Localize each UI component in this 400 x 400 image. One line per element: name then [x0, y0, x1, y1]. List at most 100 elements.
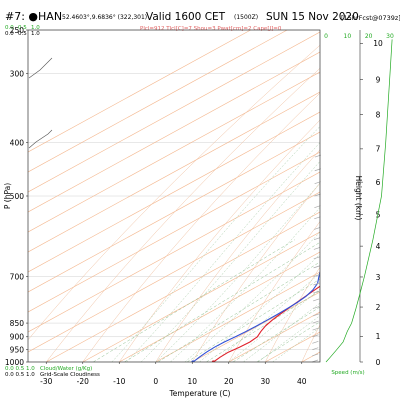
dry-adiabat--40	[28, 44, 320, 341]
moist-adiabat-12	[199, 253, 320, 362]
moist-adiabat-24	[243, 302, 320, 362]
p-tick-500: 500	[10, 192, 25, 201]
isotherm--140	[28, 30, 251, 153]
isotherm--30	[46, 211, 320, 362]
wind-profile	[311, 154, 321, 363]
isotherm--110	[28, 51, 320, 213]
isotherm--60	[28, 151, 320, 313]
isotherm-50	[338, 30, 400, 362]
isotherm--10	[119, 251, 320, 362]
height-tick-3: 3	[376, 273, 381, 282]
isotherm--70	[28, 131, 320, 293]
mixing-ratio-16	[232, 306, 320, 362]
height-tick-9: 9	[376, 75, 381, 84]
mixing-ratio-4	[157, 261, 320, 362]
p-tick-900: 900	[10, 333, 25, 342]
moist-adiabat-28	[257, 315, 320, 362]
height-tick-2: 2	[376, 303, 381, 312]
series-1-line	[192, 270, 320, 362]
wind-barb-650	[313, 256, 320, 260]
grid-cloud-tick-2: 1.0	[31, 31, 40, 37]
mixing-ratio-24	[256, 321, 320, 362]
height-tick-10: 10	[373, 39, 383, 48]
mixing-ratio-2	[124, 242, 320, 362]
dry-adiabat-20	[228, 221, 320, 362]
station-coords: 52.4603°,9.6836° (322,301)	[62, 14, 147, 21]
p-tick-850: 850	[10, 319, 25, 328]
sounding-params: Plcl=912 Tlcl[C]=7 Shou=3 Pwat[cm]=2 Cap…	[140, 26, 282, 32]
moist-adiabat-0	[155, 182, 320, 362]
dry-adiabat-30	[265, 266, 320, 362]
dry-adiabat-10	[192, 182, 320, 362]
moist-adiabat--12	[111, 126, 320, 362]
x-tick-40: 40	[297, 377, 307, 386]
moist-adiabat-32	[272, 327, 320, 362]
height-tick-0: 0	[376, 358, 381, 367]
series-1-surface-point	[191, 360, 195, 362]
mixing-ratio-10	[206, 290, 320, 362]
dry-adiabat-40	[301, 324, 320, 362]
series-0-line	[213, 285, 320, 362]
dry-adiabat--10	[119, 119, 320, 362]
cloud-tick-0: 0.0	[5, 25, 14, 31]
pressure-axis: 250 300 400 500 700 850 900 950 1000	[5, 26, 28, 367]
forecast-run: [15hrFcst@0739z]	[341, 14, 400, 22]
wind-barb-900	[312, 334, 319, 338]
cloud-profile-upper	[28, 57, 53, 79]
x-tick-20: 20	[224, 377, 234, 386]
grid-cloud-tick-1: 0.5	[18, 31, 27, 37]
isotherm--130	[28, 30, 288, 173]
dry-adiabat--20	[82, 92, 320, 362]
p-tick-950: 950	[10, 346, 25, 355]
p-tick-700: 700	[10, 272, 25, 281]
wind-barb-575	[314, 227, 321, 230]
speed-tick-30: 30	[386, 33, 394, 40]
forecast-date: SUN 15 Nov 2020	[266, 11, 359, 23]
wind-barb-675	[313, 265, 320, 269]
x-tick--20: -20	[77, 377, 89, 386]
cloud-tick-1: 0.5	[18, 25, 27, 31]
isotherm--120	[28, 31, 320, 193]
x-tick--10: -10	[113, 377, 125, 386]
p-tick-400: 400	[10, 138, 25, 147]
wind-barb-875	[312, 327, 319, 331]
isotherm--20	[82, 231, 320, 362]
dry-adiabat-50	[338, 30, 400, 362]
dry-adiabat--30	[46, 67, 320, 362]
speed-axis: 0 10 20 30	[324, 33, 394, 363]
speed-axis-label: Speed (m/s)	[331, 370, 364, 376]
valid-time: Valid 1600 CET	[146, 11, 226, 23]
mixing-ratio-1	[93, 239, 296, 362]
series-0-surface-point	[211, 360, 216, 362]
wind-barb-800	[312, 306, 320, 309]
moist-adiabat--4	[140, 160, 320, 362]
wind-barb-775	[313, 298, 320, 302]
wind-barb-500	[314, 193, 321, 197]
moist-adiabat-4	[170, 206, 320, 362]
isotherm--100	[28, 71, 320, 233]
isotherm-0	[155, 271, 320, 362]
moist-adiabat--8	[126, 142, 320, 362]
wind-barb-550	[314, 216, 321, 220]
wind-barb-625	[313, 247, 320, 250]
wind-barb-850	[312, 320, 319, 324]
p-tick-250: 250	[10, 26, 25, 35]
p-tick-300: 300	[10, 69, 25, 78]
wind-barb-600	[313, 237, 321, 240]
speed-tick-20: 20	[365, 33, 373, 40]
x-axis-label: Temperature (C)	[169, 389, 231, 398]
legend-grid-cloud: Grid-Scale Cloudiness	[40, 372, 100, 378]
cloud-tick-2: 1.0	[31, 25, 40, 31]
wind-barb-925	[312, 340, 319, 344]
wind-barb-950	[312, 347, 319, 351]
mixing-ratio-7	[186, 278, 320, 362]
height-tick-8: 8	[376, 110, 381, 119]
wind-barb-725	[313, 282, 320, 286]
x-tick-30: 30	[260, 377, 270, 386]
utc-time: (1500Z)	[234, 14, 258, 21]
x-tick-10: 10	[187, 377, 197, 386]
p-tick-1000: 1000	[5, 358, 24, 367]
isotherm--40	[28, 191, 320, 353]
